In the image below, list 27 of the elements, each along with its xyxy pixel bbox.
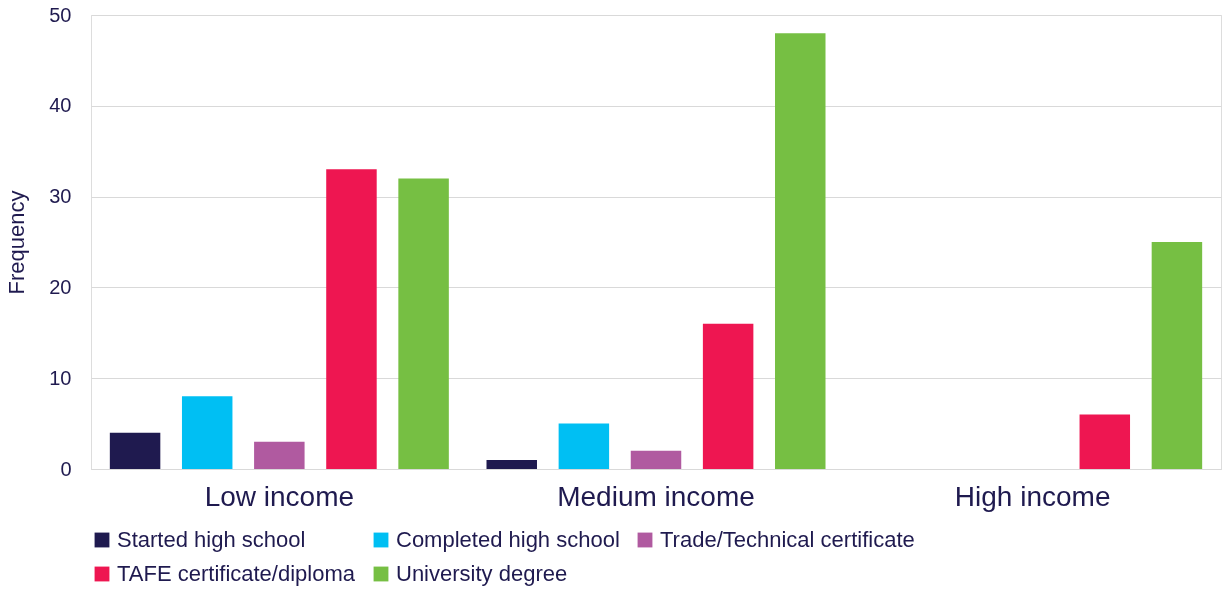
bar bbox=[775, 33, 826, 469]
y-tick-label: 20 bbox=[49, 275, 72, 298]
legend-label: Started high school bbox=[117, 527, 306, 552]
bar bbox=[398, 178, 449, 469]
bar bbox=[254, 441, 305, 469]
bar bbox=[558, 423, 610, 469]
x-tick-label: Low income bbox=[204, 480, 355, 512]
y-axis-title: Frequency bbox=[4, 190, 30, 295]
y-tick-label: 10 bbox=[49, 366, 72, 389]
bar bbox=[702, 323, 754, 469]
y-tick-label: 0 bbox=[60, 457, 72, 480]
legend-label: University degree bbox=[396, 561, 568, 586]
legend-label: Trade/Technical certificate bbox=[660, 527, 915, 552]
bar bbox=[630, 450, 682, 469]
bar bbox=[1151, 242, 1203, 469]
bar bbox=[326, 169, 377, 469]
bar bbox=[1079, 414, 1131, 469]
x-tick-label: High income bbox=[954, 480, 1111, 512]
legend-label: Completed high school bbox=[396, 527, 620, 552]
legend-label: TAFE certificate/diploma bbox=[117, 561, 356, 586]
y-tick-label: 30 bbox=[49, 185, 72, 208]
y-tick-label: 50 bbox=[49, 3, 72, 26]
bar bbox=[486, 459, 537, 469]
bar bbox=[109, 432, 161, 469]
bar bbox=[181, 396, 233, 469]
x-tick-label: Medium income bbox=[557, 480, 755, 512]
y-tick-label: 40 bbox=[49, 94, 72, 117]
